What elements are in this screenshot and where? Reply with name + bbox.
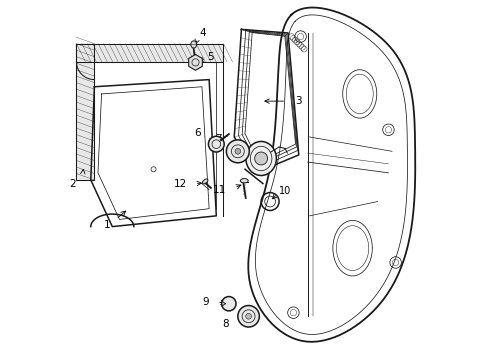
Polygon shape: [76, 44, 223, 62]
Polygon shape: [76, 44, 95, 180]
Ellipse shape: [240, 179, 248, 183]
Text: 12: 12: [173, 179, 187, 189]
Text: 6: 6: [195, 128, 201, 138]
Circle shape: [221, 297, 236, 311]
Text: 8: 8: [222, 319, 229, 329]
Circle shape: [238, 306, 259, 327]
Text: 11: 11: [213, 185, 226, 195]
Ellipse shape: [202, 179, 208, 184]
Ellipse shape: [246, 141, 276, 176]
Text: 3: 3: [295, 96, 302, 106]
Text: 5: 5: [207, 52, 214, 62]
Circle shape: [208, 136, 224, 152]
Circle shape: [235, 148, 241, 154]
Text: 9: 9: [202, 297, 209, 307]
Text: 4: 4: [199, 28, 206, 38]
Text: 1: 1: [103, 220, 110, 230]
Text: 10: 10: [279, 186, 292, 196]
Circle shape: [226, 140, 249, 163]
Circle shape: [255, 152, 268, 165]
Ellipse shape: [191, 41, 196, 48]
Text: 2: 2: [69, 179, 75, 189]
Text: 7: 7: [215, 134, 221, 144]
Circle shape: [245, 314, 251, 319]
